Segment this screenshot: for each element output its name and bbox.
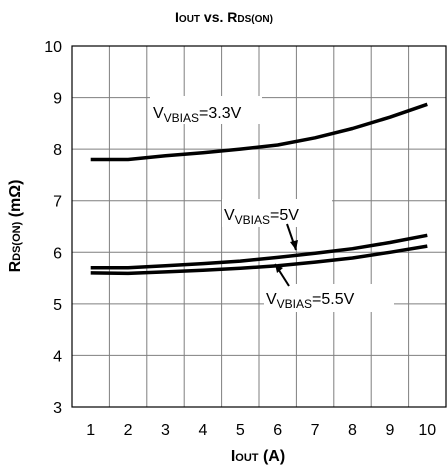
- y-tick-label: 9: [53, 91, 62, 108]
- y-tick-label: 5: [53, 297, 62, 314]
- x-tick-label: 7: [311, 422, 320, 439]
- series-label-bg-5v: [222, 199, 332, 227]
- x-tick-label: 2: [124, 422, 133, 439]
- y-tick-label: 8: [53, 142, 62, 159]
- series-arrowhead-5v: [290, 240, 298, 250]
- x-tick-label: 8: [348, 422, 357, 439]
- x-tick-label: 6: [273, 422, 282, 439]
- y-tick-label: 7: [53, 194, 62, 211]
- y-axis-ticks: 3 4 5 6 7 8 9 10: [44, 39, 62, 417]
- x-axis-title: IOUT (A): [231, 448, 285, 465]
- chart-title: IOUT vs. RDS(ON): [175, 9, 273, 25]
- y-axis-title: RDS(ON) (mΩ): [7, 180, 24, 273]
- series-line-2: [90, 244, 428, 276]
- y-tick-label: 10: [44, 39, 62, 56]
- series-label-5v: VVBIAS=5V: [224, 207, 299, 227]
- series-arrowhead-5v5: [275, 264, 283, 273]
- series-label-bg-3v3: [150, 96, 262, 124]
- x-tick-label: 5: [236, 422, 245, 439]
- x-tick-label: 10: [418, 422, 436, 439]
- series-label-3v3: VVBIAS=3.3V: [153, 105, 242, 125]
- series-line-1: [90, 233, 428, 270]
- x-tick-label: 9: [385, 422, 394, 439]
- series-label-bg-5v5: [264, 284, 394, 312]
- series-label-5v5: VVBIAS=5.5V: [266, 291, 355, 311]
- x-tick-label: 3: [161, 422, 170, 439]
- series-lines: [90, 102, 428, 276]
- series-line-0: [90, 102, 428, 162]
- plot-border: [71, 45, 447, 408]
- y-tick-label: 6: [53, 245, 62, 262]
- x-tick-label: 1: [86, 422, 95, 439]
- y-tick-label: 4: [53, 348, 62, 365]
- x-tick-label: 4: [198, 422, 207, 439]
- y-tick-label: 3: [53, 400, 62, 417]
- x-axis-ticks: 1 2 3 4 5 6 7 8 9 10: [86, 422, 436, 439]
